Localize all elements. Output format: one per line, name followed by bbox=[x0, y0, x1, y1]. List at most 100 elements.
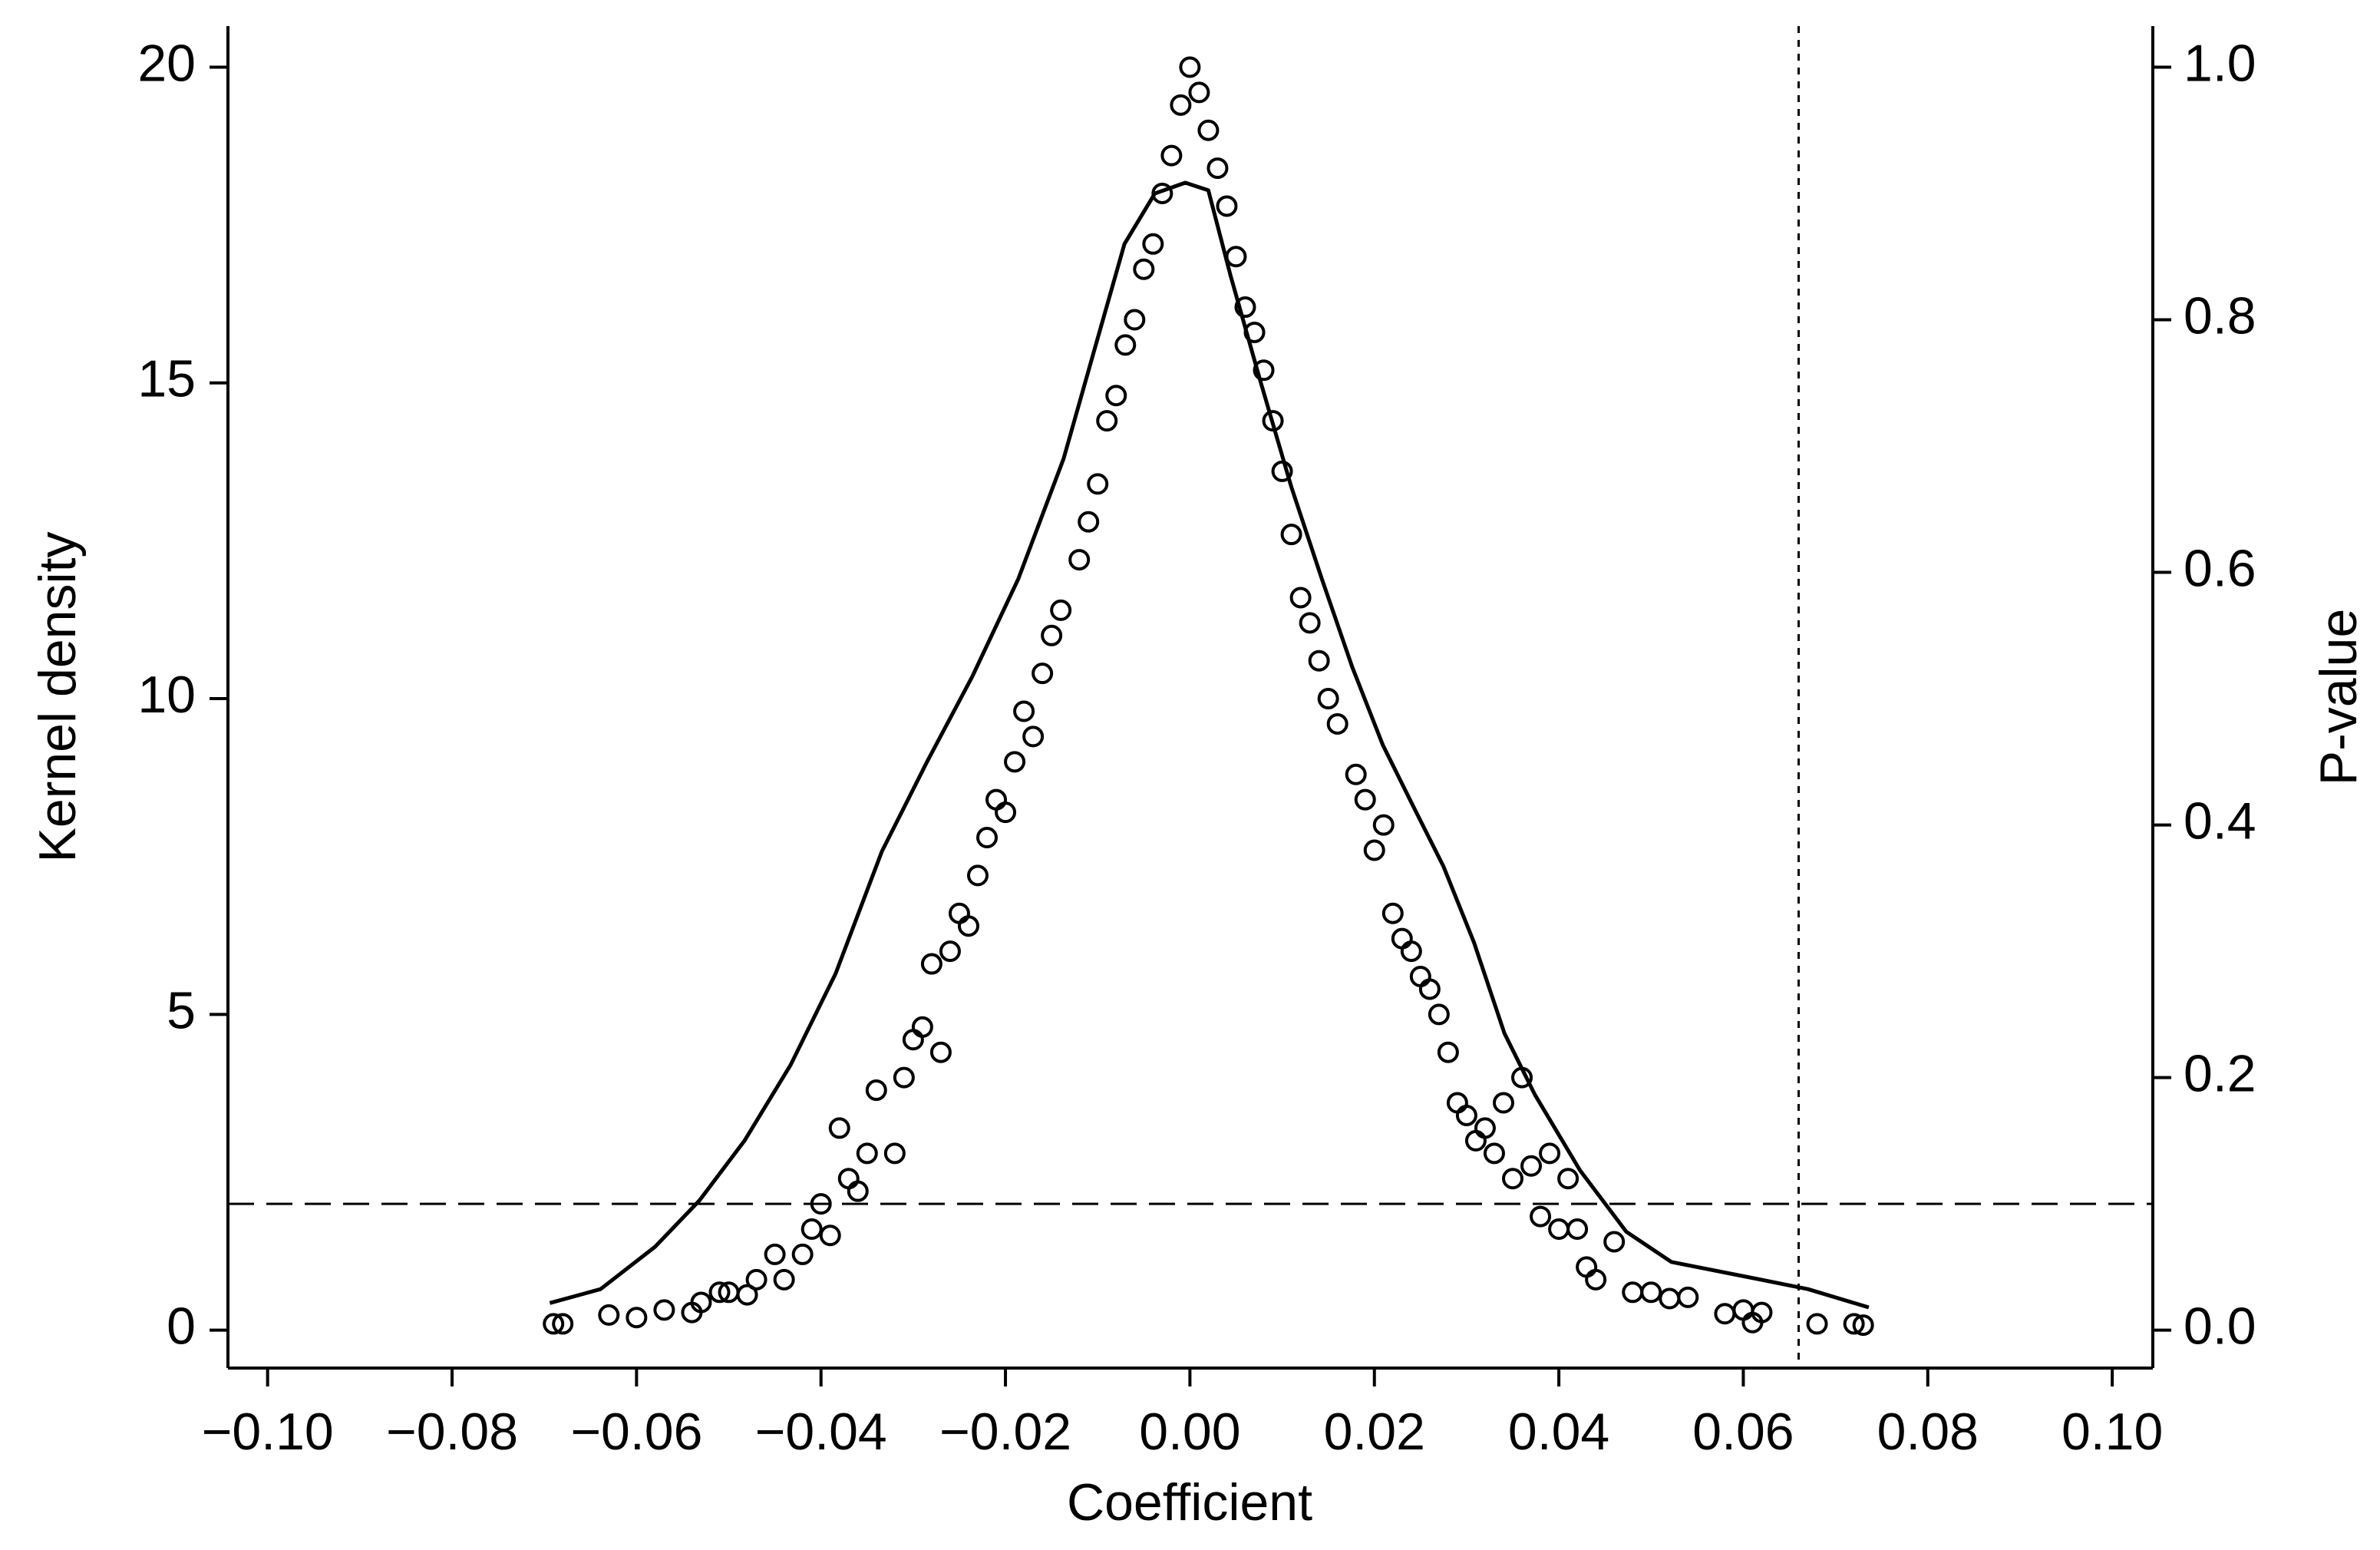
p-value-point bbox=[1659, 1287, 1681, 1310]
p-value-point bbox=[1557, 1168, 1580, 1190]
p-value-point bbox=[1114, 334, 1137, 356]
p-value-point bbox=[1280, 524, 1302, 546]
p-value-point bbox=[1714, 1303, 1736, 1325]
p-value-point bbox=[911, 1016, 933, 1038]
p-value-point bbox=[1455, 1104, 1477, 1126]
p-value-point bbox=[1124, 309, 1146, 331]
p-value-point bbox=[819, 1224, 841, 1247]
p-value-point bbox=[764, 1243, 786, 1265]
p-value-point bbox=[995, 801, 1017, 824]
y2-axis-title: P-value bbox=[2309, 609, 2368, 786]
p-value-point bbox=[1520, 1155, 1543, 1177]
p-value-point bbox=[1548, 1218, 1570, 1241]
p-value-point bbox=[1381, 902, 1404, 924]
p-value-point bbox=[1566, 1218, 1589, 1241]
y2-tick-label: 0.2 bbox=[2184, 1045, 2256, 1103]
p-value-point bbox=[1308, 649, 1330, 672]
p-value-point bbox=[1078, 511, 1100, 533]
p-value-point bbox=[967, 864, 989, 887]
x-tick-label: 0.10 bbox=[2061, 1403, 2163, 1461]
x-tick-label: −0.10 bbox=[202, 1403, 334, 1461]
p-value-point bbox=[791, 1243, 814, 1265]
p-value-point bbox=[1133, 258, 1155, 280]
p-value-point bbox=[883, 1142, 906, 1165]
p-value-point bbox=[1170, 94, 1192, 116]
p-value-point bbox=[1004, 751, 1026, 773]
p-value-point bbox=[552, 1313, 574, 1335]
p-value-point bbox=[1391, 927, 1413, 950]
p-value-point bbox=[1243, 321, 1266, 343]
p-value-point bbox=[690, 1291, 712, 1314]
p-value-point bbox=[1299, 612, 1321, 634]
p-value-point bbox=[1197, 119, 1220, 141]
p-value-point bbox=[1151, 182, 1173, 204]
p-value-point bbox=[837, 1168, 860, 1190]
y2-tick-label: 0.6 bbox=[2184, 540, 2256, 598]
p-value-point bbox=[1806, 1313, 1828, 1335]
p-value-point bbox=[736, 1284, 758, 1306]
p-value-point bbox=[1372, 814, 1395, 836]
p-value-point bbox=[1013, 700, 1035, 722]
p-value-point bbox=[1418, 978, 1441, 1000]
p-value-point bbox=[1087, 473, 1109, 495]
p-value-point bbox=[902, 1029, 924, 1051]
p-value-point bbox=[1585, 1268, 1607, 1291]
p-value-point bbox=[1225, 246, 1247, 268]
p-value-point bbox=[828, 1117, 850, 1139]
y2-tick-label: 0.0 bbox=[2184, 1297, 2256, 1356]
p-value-point bbox=[653, 1299, 675, 1321]
p-value-point bbox=[1068, 549, 1091, 571]
y-axis-title: Kernel density bbox=[28, 532, 87, 863]
x-tick-label: 0.08 bbox=[1877, 1403, 1979, 1461]
p-value-point bbox=[1345, 763, 1367, 785]
p-value-point bbox=[1142, 233, 1164, 255]
p-value-point bbox=[1253, 359, 1275, 382]
y2-tick-label: 0.8 bbox=[2184, 286, 2256, 345]
p-value-point bbox=[1502, 1168, 1524, 1190]
p-value-point bbox=[1289, 587, 1312, 609]
p-value-point bbox=[1041, 624, 1063, 646]
p-value-point bbox=[1354, 788, 1376, 811]
x-tick-label: 0.00 bbox=[1139, 1403, 1240, 1461]
p-value-point bbox=[773, 1268, 795, 1291]
p-value-point bbox=[1852, 1314, 1874, 1337]
p-value-point bbox=[1751, 1301, 1773, 1324]
p-value-point bbox=[1363, 839, 1385, 861]
x-tick-label: 0.02 bbox=[1324, 1403, 1425, 1461]
p-value-point bbox=[1492, 1092, 1514, 1114]
density-line bbox=[549, 180, 1870, 1310]
x-tick-label: −0.02 bbox=[939, 1403, 1071, 1461]
p-value-point bbox=[957, 915, 979, 937]
p-value-point bbox=[920, 953, 942, 975]
x-tick-label: 0.06 bbox=[1692, 1403, 1794, 1461]
p-value-point bbox=[1603, 1231, 1626, 1253]
p-value-point bbox=[1160, 144, 1183, 167]
p-value-point bbox=[1511, 1066, 1533, 1089]
p-value-point bbox=[1428, 1003, 1450, 1026]
p-value-point bbox=[1096, 410, 1118, 432]
p-value-point bbox=[1271, 460, 1293, 482]
p-value-point bbox=[1437, 1041, 1459, 1063]
p-value-point bbox=[543, 1313, 565, 1335]
p-value-point bbox=[1446, 1092, 1468, 1114]
p-value-point bbox=[856, 1142, 878, 1165]
p-value-point bbox=[1234, 296, 1256, 319]
p-value-point bbox=[1188, 81, 1210, 104]
p-value-point bbox=[1732, 1299, 1754, 1321]
y2-tick-label: 0.4 bbox=[2184, 792, 2256, 851]
p-value-point bbox=[1400, 940, 1422, 963]
y-tick-label: 10 bbox=[137, 666, 196, 724]
p-value-point bbox=[1105, 385, 1127, 407]
p-value-point bbox=[1640, 1281, 1662, 1304]
y2-tick-label: 1.0 bbox=[2184, 34, 2256, 92]
p-value-point bbox=[1179, 56, 1201, 78]
p-value-point bbox=[1622, 1281, 1644, 1304]
p-value-point bbox=[1474, 1117, 1496, 1139]
p-value-point bbox=[1262, 410, 1284, 432]
p-value-point bbox=[1317, 688, 1339, 710]
p-value-point bbox=[800, 1218, 823, 1241]
p-value-point bbox=[810, 1193, 832, 1215]
p-value-point bbox=[948, 902, 970, 924]
p-value-point bbox=[1050, 599, 1072, 621]
